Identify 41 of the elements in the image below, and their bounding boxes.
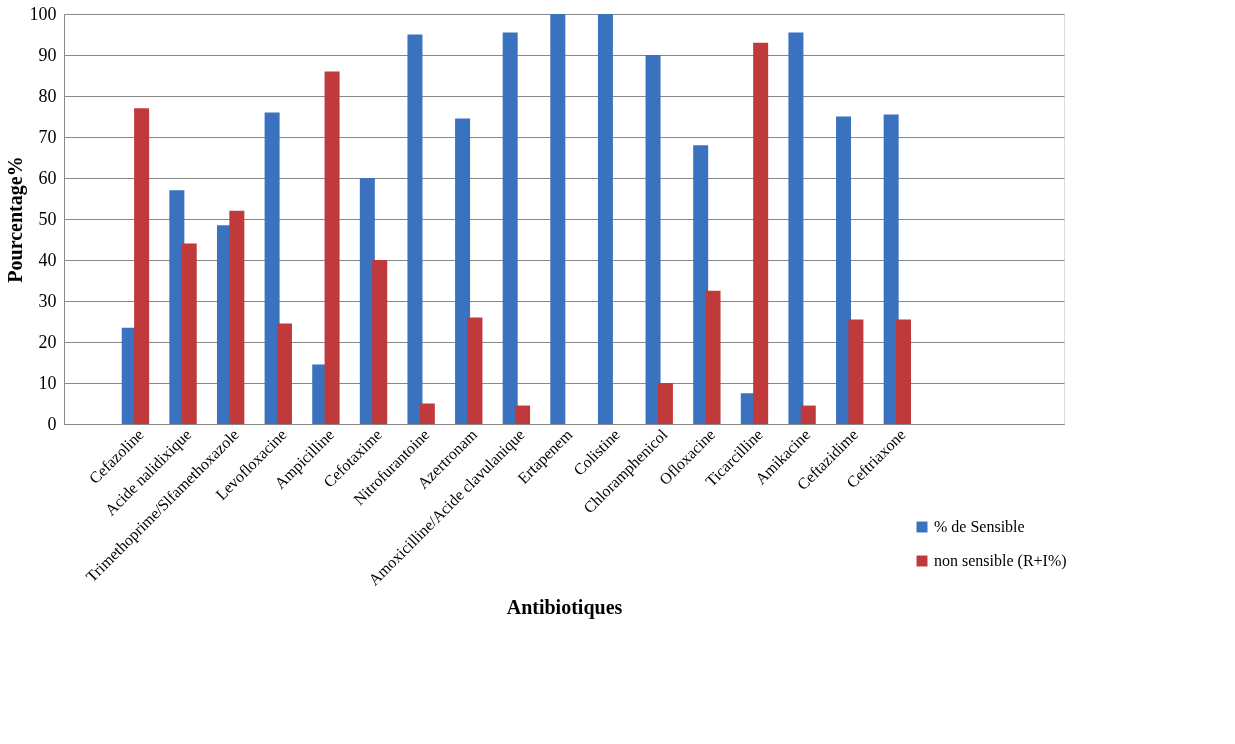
- bar: [455, 118, 471, 424]
- y-tick-label: 40: [38, 249, 57, 270]
- y-tick-label: 30: [38, 290, 57, 311]
- bar: [515, 405, 531, 424]
- bar: [276, 323, 292, 424]
- y-tick-label: 70: [38, 126, 57, 147]
- bar: [324, 71, 340, 424]
- y-tick-label: 0: [47, 413, 57, 434]
- bar: [181, 243, 197, 424]
- y-tick-label: 60: [38, 167, 57, 188]
- bar: [229, 210, 245, 424]
- bar: [467, 317, 483, 424]
- bar: [502, 32, 518, 424]
- x-axis-title: Antibiotiques: [506, 596, 623, 620]
- bar: [419, 403, 435, 424]
- bar: [883, 114, 899, 424]
- y-tick-label: 80: [38, 85, 57, 106]
- y-tick-label: 20: [38, 331, 57, 352]
- legend-label: % de Sensible: [934, 518, 1025, 535]
- legend-label: non sensible (R+I%): [934, 552, 1067, 570]
- bar: [407, 34, 423, 424]
- y-tick-label: 50: [38, 208, 57, 229]
- bar: [134, 108, 150, 424]
- y-axis-title: Pourcentage%: [3, 156, 27, 283]
- bar: [800, 405, 816, 424]
- bar: [705, 290, 721, 424]
- bar: [896, 319, 912, 424]
- bar: [372, 260, 388, 424]
- bar: [753, 42, 769, 424]
- bar: [788, 32, 804, 424]
- y-tick-label: 100: [29, 3, 57, 24]
- y-tick-label: 90: [38, 44, 57, 65]
- bar: [693, 145, 709, 424]
- bar: [657, 383, 673, 424]
- bar: [848, 319, 864, 424]
- bar: [597, 14, 613, 424]
- bar: [264, 112, 280, 424]
- y-tick-label: 10: [38, 372, 57, 393]
- bar: [836, 116, 852, 424]
- bar: [550, 14, 566, 424]
- bar: [645, 55, 661, 424]
